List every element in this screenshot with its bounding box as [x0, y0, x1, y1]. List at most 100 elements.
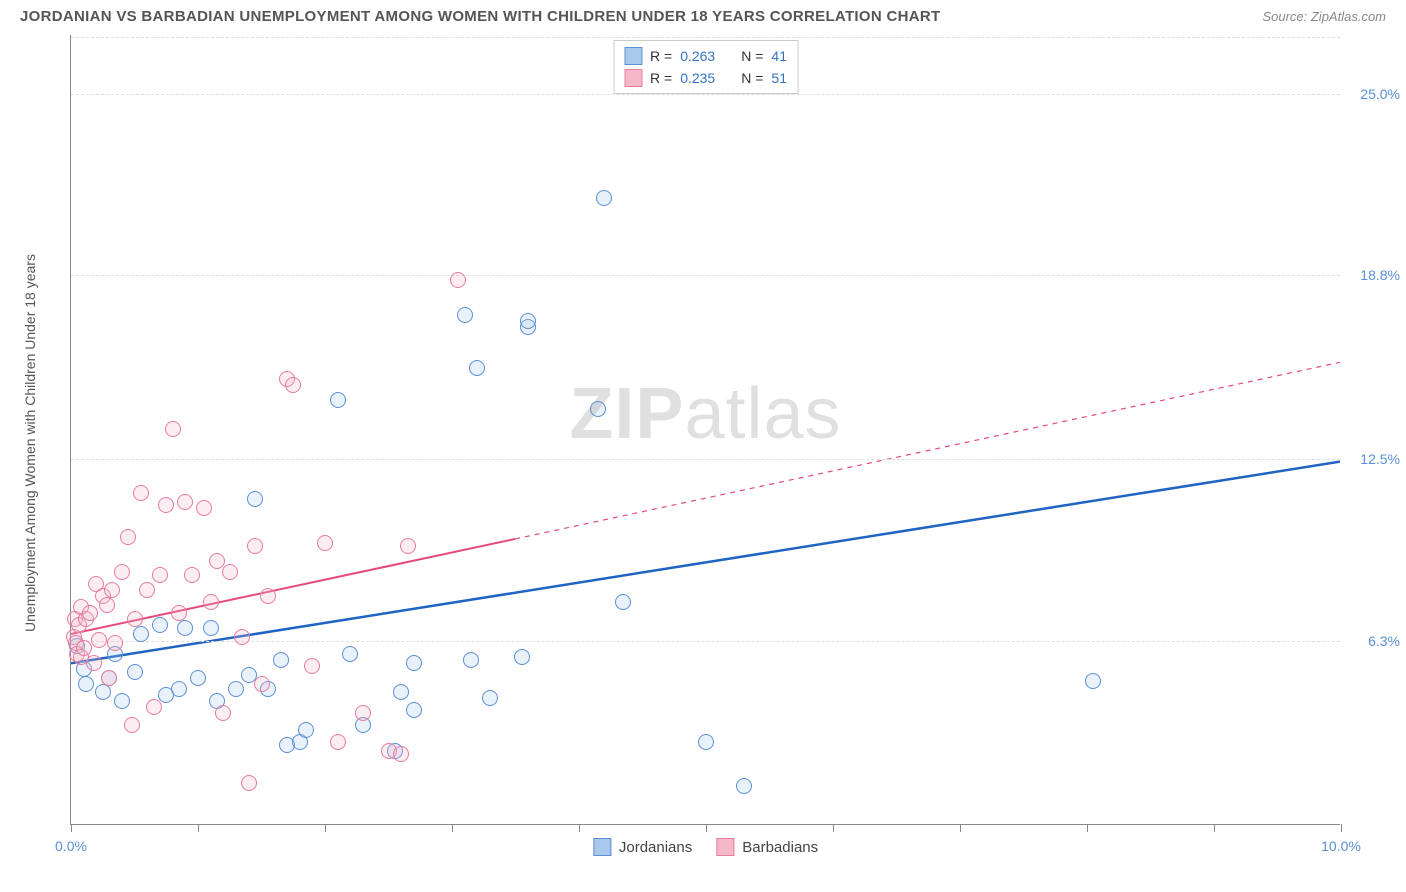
scatter-point [304, 658, 320, 674]
scatter-point [469, 360, 485, 376]
scatter-point [190, 670, 206, 686]
x-tick-label: 0.0% [55, 838, 87, 854]
scatter-point [222, 564, 238, 580]
scatter-point [514, 649, 530, 665]
scatter-point [736, 778, 752, 794]
x-tick [1341, 824, 1342, 832]
scatter-point [177, 494, 193, 510]
scatter-point [86, 655, 102, 671]
legend-r-value: 0.235 [680, 70, 715, 86]
scatter-point [124, 717, 140, 733]
scatter-point [196, 500, 212, 516]
series-legend-item: Barbadians [716, 838, 818, 856]
scatter-point [127, 664, 143, 680]
gridline [71, 37, 1340, 38]
x-tick-label: 10.0% [1321, 838, 1361, 854]
x-tick [1087, 824, 1088, 832]
series-legend-item: Jordanians [593, 838, 692, 856]
legend-swatch [624, 47, 642, 65]
series-legend-label: Jordanians [619, 839, 692, 856]
scatter-point [120, 529, 136, 545]
x-tick [198, 824, 199, 832]
scatter-point [247, 491, 263, 507]
scatter-point [146, 699, 162, 715]
y-tick-label: 18.8% [1360, 267, 1400, 283]
scatter-point [241, 775, 257, 791]
legend-n-value: 51 [771, 70, 787, 86]
scatter-point [99, 597, 115, 613]
legend-r-label: R = [650, 70, 672, 86]
scatter-point [82, 605, 98, 621]
scatter-point [165, 421, 181, 437]
legend-swatch [593, 838, 611, 856]
x-tick [960, 824, 961, 832]
scatter-point [698, 734, 714, 750]
scatter-point [247, 538, 263, 554]
scatter-point [171, 605, 187, 621]
scatter-point [158, 497, 174, 513]
scatter-point [482, 690, 498, 706]
scatter-point [78, 676, 94, 692]
scatter-point [590, 401, 606, 417]
scatter-point [330, 734, 346, 750]
scatter-point [285, 377, 301, 393]
watermark: ZIPatlas [569, 373, 841, 455]
x-tick [452, 824, 453, 832]
scatter-point [355, 705, 371, 721]
gridline [71, 641, 1340, 642]
scatter-point [406, 655, 422, 671]
scatter-point [171, 681, 187, 697]
scatter-point [139, 582, 155, 598]
scatter-point [76, 640, 92, 656]
x-tick [706, 824, 707, 832]
legend-swatch [716, 838, 734, 856]
scatter-point [133, 626, 149, 642]
trend-line-solid [71, 462, 1340, 664]
scatter-point [152, 567, 168, 583]
correlation-legend-row: R = 0.263 N = 41 [624, 45, 787, 67]
legend-r-label: R = [650, 48, 672, 64]
legend-n-value: 41 [771, 48, 787, 64]
scatter-point [393, 684, 409, 700]
scatter-point [127, 611, 143, 627]
scatter-point [91, 632, 107, 648]
plot-area: ZIPatlas R = 0.263 N = 41 R = 0.235 N = … [70, 35, 1340, 825]
scatter-point [104, 582, 120, 598]
scatter-point [254, 676, 270, 692]
series-legend-label: Barbadians [742, 839, 818, 856]
scatter-point [215, 705, 231, 721]
scatter-point [114, 564, 130, 580]
scatter-point [450, 272, 466, 288]
y-tick-label: 6.3% [1368, 633, 1400, 649]
scatter-point [1085, 673, 1101, 689]
scatter-point [457, 307, 473, 323]
scatter-point [203, 594, 219, 610]
scatter-point [114, 693, 130, 709]
y-tick-label: 25.0% [1360, 86, 1400, 102]
scatter-point [95, 684, 111, 700]
scatter-point [228, 681, 244, 697]
scatter-point [273, 652, 289, 668]
scatter-point [298, 722, 314, 738]
scatter-point [596, 190, 612, 206]
series-legend: Jordanians Barbadians [593, 838, 818, 856]
scatter-point [393, 746, 409, 762]
scatter-point [101, 670, 117, 686]
scatter-point [330, 392, 346, 408]
y-axis-label: Unemployment Among Women with Children U… [22, 254, 38, 632]
scatter-point [177, 620, 193, 636]
x-tick [71, 824, 72, 832]
scatter-point [520, 313, 536, 329]
correlation-legend: R = 0.263 N = 41 R = 0.235 N = 51 [613, 40, 798, 94]
legend-swatch [624, 69, 642, 87]
correlation-legend-row: R = 0.235 N = 51 [624, 67, 787, 89]
x-tick [325, 824, 326, 832]
scatter-point [184, 567, 200, 583]
scatter-point [260, 588, 276, 604]
gridline [71, 275, 1340, 276]
trend-line-dashed [515, 362, 1340, 539]
legend-n-label: N = [741, 48, 763, 64]
scatter-point [342, 646, 358, 662]
scatter-point [107, 635, 123, 651]
scatter-point [400, 538, 416, 554]
